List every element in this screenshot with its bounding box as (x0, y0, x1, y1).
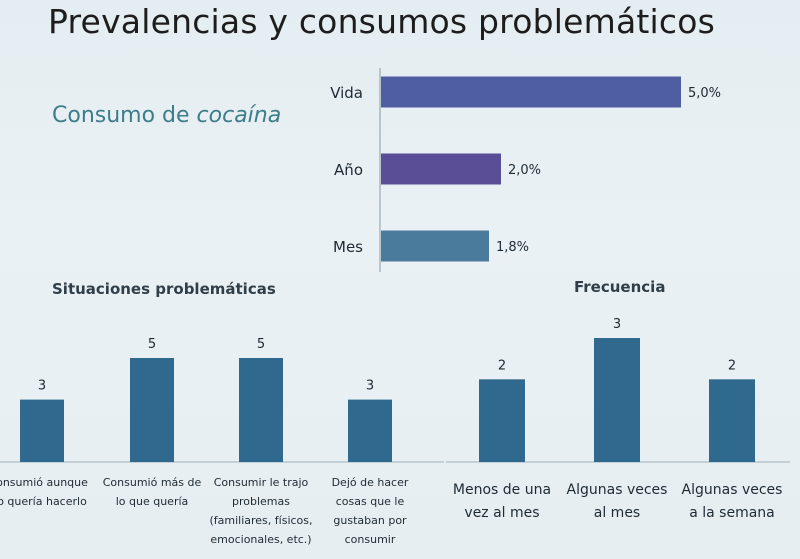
frequency-title: Frecuencia (574, 278, 666, 296)
slide-title: Prevalencias y consumos problemáticos (48, 2, 716, 41)
frequency-bar-0 (479, 379, 525, 462)
situations-chart: 3 onsumió aunque o quería hacerlo 5 Consumió… (0, 337, 409, 546)
situation-bar-0 (20, 399, 64, 462)
frequency-value-0: 2 (498, 358, 506, 373)
prevalence-bar-0 (381, 76, 681, 108)
situation-category-0: onsumió aunque o quería hacerlo (0, 476, 88, 508)
situation-bar-2 (239, 358, 283, 462)
situation-value-2: 5 (257, 337, 265, 352)
prevalence-chart: Vida 5,0% Año 2,0% Mes 1,8% (330, 76, 721, 262)
situation-category-2: Consumir le trajo problemas (familiares, f… (209, 476, 312, 546)
frequency-category-0: Menos de una vez al mes (453, 482, 551, 521)
situation-bar-3 (348, 399, 392, 462)
situation-value-3: 3 (366, 379, 374, 394)
situation-value-0: 3 (38, 379, 46, 394)
prevalence-bar-2 (381, 230, 489, 262)
prevalence-value-2: 1,8% (496, 240, 529, 255)
prevalence-value-0: 5,0% (688, 86, 721, 101)
situation-value-1: 5 (148, 337, 156, 352)
situation-category-1: Consumió más de lo que quería (103, 476, 202, 508)
subtitle-drug: cocaína (196, 103, 282, 128)
situation-category-3: Dejó de hacer cosas que le gustaban por con… (332, 476, 409, 546)
frequency-category-2: Algunas veces a la semana (682, 482, 783, 521)
situation-bar-1 (130, 358, 174, 462)
frequency-bar-2 (709, 379, 755, 462)
chart-subtitle: Consumo de cocaína (52, 103, 281, 128)
frequency-category-1: Algunas veces al mes (567, 482, 668, 521)
frequency-value-2: 2 (728, 358, 736, 373)
frequency-value-1: 3 (613, 317, 621, 332)
subtitle-prefix: Consumo de (52, 103, 197, 128)
prevalence-category-1: Año (334, 161, 363, 179)
problem-situations-title: Situaciones problemáticas (52, 280, 276, 298)
prevalence-category-2: Mes (333, 238, 363, 256)
prevalence-bar-1 (381, 153, 501, 185)
prevalence-value-1: 2,0% (508, 163, 541, 178)
frequency-bar-1 (594, 338, 640, 462)
prevalence-category-0: Vida (330, 84, 363, 102)
frequency-chart: 2 Menos de una vez al mes 3 Algunas veces al … (453, 317, 783, 521)
